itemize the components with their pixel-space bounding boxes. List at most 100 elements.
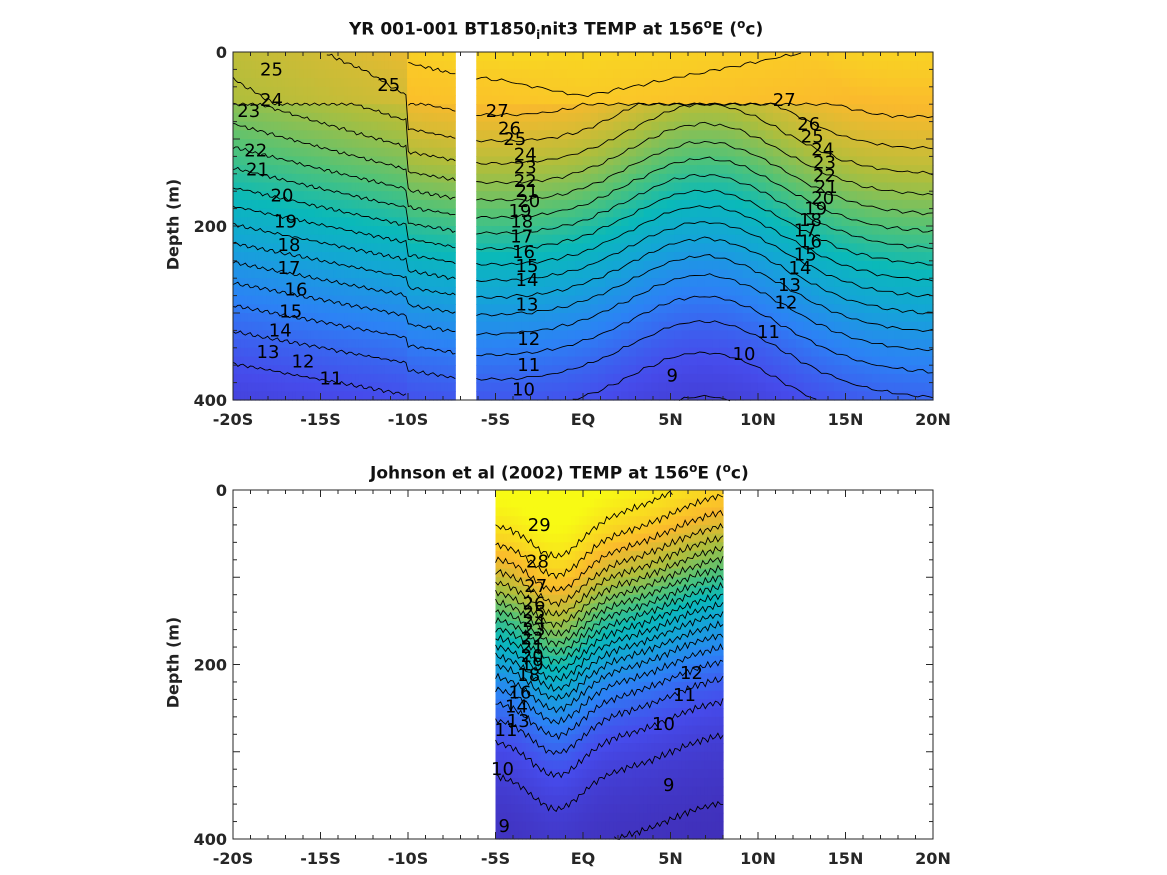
top-heat-cell	[447, 226, 453, 236]
top-heat-cell	[318, 321, 323, 331]
top-heat-cell	[483, 269, 493, 279]
top-heat-cell	[727, 139, 736, 149]
top-heat-cell	[727, 365, 736, 375]
top-heat-cell	[598, 313, 607, 323]
top-heat-cell	[537, 217, 546, 227]
top-heat-cell	[399, 69, 404, 79]
top-heat-cell	[575, 78, 584, 88]
top-heat-cell	[552, 156, 561, 166]
top-heat-cell	[370, 182, 375, 192]
top-title-part-a: YR 001-001 BT1850	[349, 19, 537, 40]
top-heat-cell	[336, 373, 342, 384]
top-heat-cell	[421, 226, 427, 236]
top-heat-cell	[392, 86, 397, 97]
top-heat-cell	[476, 208, 485, 218]
top-heat-cell	[841, 60, 850, 70]
top-heat-cell	[414, 165, 419, 175]
top-heat-cell	[262, 182, 267, 192]
top-heat-cell	[429, 139, 434, 149]
top-heat-cell	[421, 104, 427, 114]
top-heat-cell	[355, 86, 360, 97]
top-heat-cell	[765, 269, 774, 279]
top-heat-cell	[399, 339, 404, 349]
top-heat-cell	[841, 139, 850, 149]
top-heat-cell	[277, 191, 282, 201]
top-heat-cell	[674, 347, 683, 358]
top-heat-cell	[590, 286, 599, 297]
top-heat-cell	[347, 382, 353, 392]
top-heat-cell	[788, 104, 797, 114]
top-heat-cell	[336, 234, 342, 244]
top-heat-cell	[529, 269, 538, 279]
top-heat-cell	[537, 69, 546, 79]
top-heat-cell	[340, 391, 345, 401]
top-heat-cell	[499, 365, 508, 375]
top-heat-cell	[281, 382, 286, 392]
top-heat-cell	[567, 208, 576, 218]
top-heat-cell	[307, 173, 312, 184]
top-heat-cell	[325, 199, 330, 210]
top-heat-cell	[351, 60, 356, 70]
top-heat-cell	[803, 321, 812, 331]
top-heat-cell	[742, 156, 751, 166]
top-heat-cell	[727, 304, 736, 314]
top-heat-cell	[643, 321, 652, 331]
top-heat-cell	[704, 382, 713, 392]
top-heat-cell	[388, 382, 393, 392]
top-heat-cell	[811, 330, 820, 340]
top-heat-cell	[864, 321, 873, 331]
top-heat-cell	[499, 278, 508, 288]
top-heat-cell	[358, 130, 364, 140]
top-heat-cell	[325, 112, 330, 123]
top-heat-cell	[757, 52, 767, 62]
top-heat-cell	[251, 199, 256, 210]
top-heat-cell	[236, 182, 242, 192]
top-heat-cell	[336, 112, 342, 123]
top-heat-cell	[377, 95, 382, 105]
top-heat-cell	[373, 382, 379, 392]
top-heat-cell	[325, 382, 330, 392]
top-heat-cell	[773, 208, 782, 218]
top-heat-cell	[651, 165, 660, 175]
top-heat-cell	[407, 295, 412, 305]
top-heat-cell	[258, 199, 264, 210]
top-heat-cell	[697, 147, 706, 157]
top-heat-cell	[336, 173, 342, 184]
top-heat-cell	[872, 191, 881, 201]
top-heat-cell	[403, 243, 408, 253]
top-heat-cell	[307, 304, 312, 314]
top-heat-cell	[362, 78, 367, 88]
top-heat-cell	[575, 304, 584, 314]
top-heat-cell	[795, 304, 805, 314]
top-heat-cell	[429, 347, 434, 358]
top-heat-cell	[483, 295, 493, 305]
top-heat-cell	[697, 182, 706, 192]
top-heat-cell	[681, 252, 690, 262]
top-heat-cell	[336, 269, 342, 279]
top-heat-cell	[491, 295, 500, 305]
top-heat-cell	[299, 365, 304, 375]
top-heat-cell	[310, 365, 316, 375]
top-heat-cell	[299, 139, 304, 149]
top-heat-cell	[381, 304, 386, 314]
top-heat-cell	[864, 156, 873, 166]
top-heat-cell	[674, 182, 683, 192]
top-heat-cell	[362, 52, 367, 62]
top-heat-cell	[277, 243, 282, 253]
top-heat-cell	[651, 382, 660, 392]
top-heat-cell	[491, 260, 500, 271]
top-heat-cell	[358, 52, 364, 62]
top-heat-cell	[544, 226, 553, 236]
top-heat-cell	[288, 112, 293, 123]
top-heat-cell	[643, 226, 652, 236]
top-heat-cell	[318, 278, 323, 288]
top-heat-cell	[321, 60, 327, 70]
top-heat-cell	[704, 147, 713, 157]
top-heat-cell	[712, 339, 721, 349]
top-heat-cell	[307, 69, 312, 79]
top-heat-cell	[384, 356, 390, 366]
top-heat-cell	[803, 104, 812, 114]
top-heat-cell	[712, 260, 721, 271]
top-heat-cell	[712, 86, 721, 97]
top-heat-cell	[255, 321, 260, 331]
